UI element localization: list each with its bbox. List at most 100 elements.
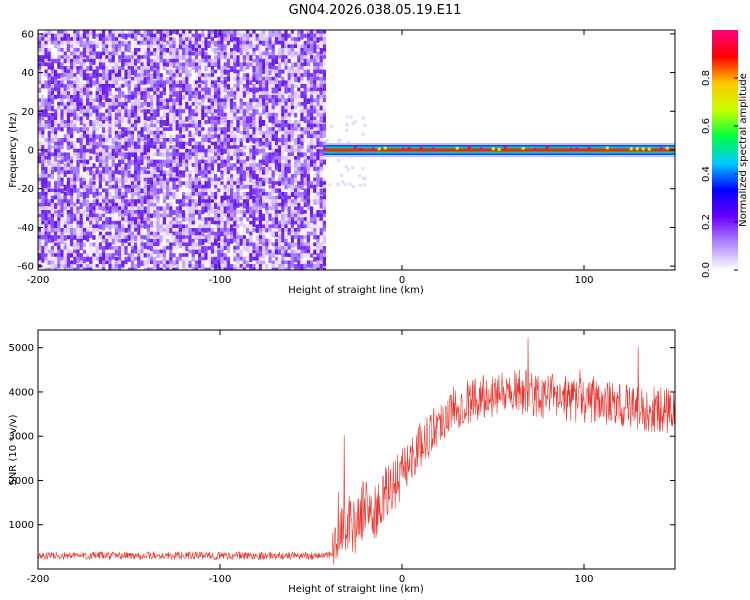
heatmap-cell bbox=[249, 220, 253, 226]
heatmap-cell bbox=[294, 264, 298, 270]
heatmap-cell bbox=[271, 260, 275, 266]
heatmap-cell bbox=[105, 177, 109, 182]
heatmap-cell bbox=[124, 163, 128, 170]
heatmap-cell bbox=[290, 37, 294, 43]
heatmap-cell bbox=[236, 105, 240, 113]
heatmap-cell bbox=[57, 188, 61, 194]
heatmap-cell bbox=[137, 80, 141, 87]
heatmap-cell bbox=[130, 30, 134, 34]
heatmap-cell bbox=[146, 242, 150, 249]
heatmap-cell bbox=[95, 264, 99, 268]
heatmap-cell bbox=[175, 66, 179, 71]
heatmap-cell bbox=[63, 166, 67, 173]
heatmap-cell bbox=[281, 94, 285, 102]
heatmap-cell bbox=[102, 141, 106, 148]
heatmap-cell bbox=[236, 210, 240, 214]
heatmap-cell bbox=[76, 102, 80, 107]
heatmap-cell bbox=[274, 112, 278, 119]
heatmap-cell bbox=[44, 159, 48, 166]
heatmap-cell bbox=[198, 210, 202, 216]
heatmap-cell bbox=[79, 231, 83, 237]
heatmap-cell bbox=[204, 44, 208, 51]
heatmap-cell bbox=[172, 58, 176, 65]
heatmap-cell bbox=[281, 80, 285, 87]
heatmap-cell bbox=[166, 184, 170, 190]
heatmap-cell bbox=[201, 238, 205, 246]
heatmap-cell bbox=[281, 40, 285, 47]
heatmap-cell bbox=[249, 159, 253, 164]
heatmap-cell bbox=[185, 141, 189, 146]
heatmap-cell bbox=[287, 123, 291, 131]
heatmap-cell bbox=[146, 213, 150, 220]
heatmap-cell bbox=[284, 220, 288, 228]
heatmap-cell bbox=[303, 174, 307, 180]
heatmap-cell bbox=[76, 235, 80, 242]
heatmap-cell bbox=[127, 84, 131, 90]
heatmap-cell bbox=[278, 192, 282, 196]
heatmap-cell bbox=[118, 228, 122, 234]
heatmap-cell bbox=[47, 260, 51, 265]
heatmap-cell bbox=[242, 199, 246, 204]
heatmap-cell bbox=[300, 267, 304, 270]
heatmap-cell bbox=[188, 264, 192, 268]
heatmap-cell bbox=[348, 182, 352, 186]
heatmap-cell bbox=[82, 231, 86, 236]
heatmap-cell bbox=[66, 170, 70, 175]
heatmap-cell bbox=[76, 91, 80, 97]
heatmap-cell bbox=[156, 69, 160, 77]
heatmap-cell bbox=[95, 37, 99, 45]
heatmap-cell bbox=[182, 62, 186, 67]
heatmap-cell bbox=[274, 73, 278, 80]
signal-band-speck bbox=[521, 146, 525, 150]
heatmap-cell bbox=[92, 206, 96, 212]
signal-band-speck bbox=[383, 146, 387, 150]
heatmap-cell bbox=[98, 30, 102, 35]
heatmap-cell bbox=[233, 228, 237, 234]
heatmap-cell bbox=[121, 192, 125, 199]
heatmap-cell bbox=[236, 246, 240, 253]
heatmap-cell bbox=[188, 195, 192, 200]
heatmap-cell bbox=[226, 195, 230, 202]
heatmap-cell bbox=[73, 141, 77, 146]
heatmap-cell bbox=[111, 199, 115, 205]
heatmap-cell bbox=[297, 231, 301, 237]
heatmap-cell bbox=[44, 69, 48, 77]
heatmap-cell bbox=[236, 159, 240, 164]
heatmap-cell bbox=[79, 210, 83, 217]
heatmap-cell bbox=[287, 166, 291, 174]
heatmap-cell bbox=[220, 264, 224, 270]
heatmap-cell bbox=[60, 112, 64, 119]
heatmap-cell bbox=[140, 202, 144, 207]
heatmap-cell bbox=[322, 80, 326, 86]
heatmap-cell bbox=[66, 177, 70, 185]
heatmap-cell bbox=[63, 91, 67, 96]
heatmap-cell bbox=[223, 55, 227, 60]
snr-series-line bbox=[38, 337, 675, 565]
heatmap-cell bbox=[278, 40, 282, 47]
heatmap-cell bbox=[150, 51, 154, 56]
heatmap-cell bbox=[313, 159, 317, 166]
heatmap-cell bbox=[316, 62, 320, 69]
heatmap-cell bbox=[146, 174, 150, 181]
heatmap-cell bbox=[86, 66, 90, 72]
heatmap-cell bbox=[201, 112, 205, 118]
heatmap-cell bbox=[79, 37, 83, 43]
heatmap-cell bbox=[316, 246, 320, 251]
heatmap-cell bbox=[169, 152, 173, 157]
heatmap-cell bbox=[166, 224, 170, 231]
heatmap-cell bbox=[210, 199, 214, 203]
heatmap-cell bbox=[70, 62, 74, 69]
heatmap-cell bbox=[242, 80, 246, 85]
heatmap-cell bbox=[303, 44, 307, 49]
heatmap-cell bbox=[207, 231, 211, 236]
heatmap-cell bbox=[294, 253, 298, 257]
heatmap-cell bbox=[127, 55, 131, 62]
heatmap-cell bbox=[63, 152, 67, 157]
heatmap-cell bbox=[226, 174, 230, 181]
heatmap-cell bbox=[217, 148, 221, 154]
heatmap-cell bbox=[226, 127, 230, 133]
heatmap-cell bbox=[297, 249, 301, 257]
heatmap-cell bbox=[98, 33, 102, 41]
heatmap-cell bbox=[319, 84, 323, 89]
heatmap-cell bbox=[278, 267, 282, 270]
